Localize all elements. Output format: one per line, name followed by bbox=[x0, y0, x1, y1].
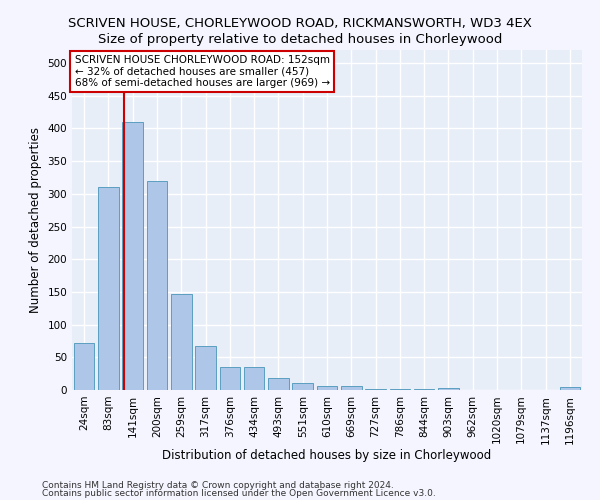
Bar bbox=[171, 294, 191, 390]
Bar bbox=[268, 378, 289, 390]
Bar bbox=[244, 367, 265, 390]
Bar bbox=[220, 367, 240, 390]
Bar bbox=[341, 386, 362, 390]
Bar bbox=[195, 346, 216, 390]
Bar bbox=[292, 383, 313, 390]
X-axis label: Distribution of detached houses by size in Chorleywood: Distribution of detached houses by size … bbox=[163, 449, 491, 462]
Bar bbox=[146, 181, 167, 390]
Text: SCRIVEN HOUSE CHORLEYWOOD ROAD: 152sqm
← 32% of detached houses are smaller (457: SCRIVEN HOUSE CHORLEYWOOD ROAD: 152sqm ←… bbox=[74, 55, 329, 88]
Bar bbox=[317, 386, 337, 390]
Text: SCRIVEN HOUSE, CHORLEYWOOD ROAD, RICKMANSWORTH, WD3 4EX: SCRIVEN HOUSE, CHORLEYWOOD ROAD, RICKMAN… bbox=[68, 18, 532, 30]
Text: Size of property relative to detached houses in Chorleywood: Size of property relative to detached ho… bbox=[98, 32, 502, 46]
Text: Contains public sector information licensed under the Open Government Licence v3: Contains public sector information licen… bbox=[42, 489, 436, 498]
Bar bbox=[98, 188, 119, 390]
Y-axis label: Number of detached properties: Number of detached properties bbox=[29, 127, 42, 313]
Bar bbox=[560, 388, 580, 390]
Bar bbox=[74, 343, 94, 390]
Bar bbox=[122, 122, 143, 390]
Bar bbox=[438, 388, 459, 390]
Text: Contains HM Land Registry data © Crown copyright and database right 2024.: Contains HM Land Registry data © Crown c… bbox=[42, 480, 394, 490]
